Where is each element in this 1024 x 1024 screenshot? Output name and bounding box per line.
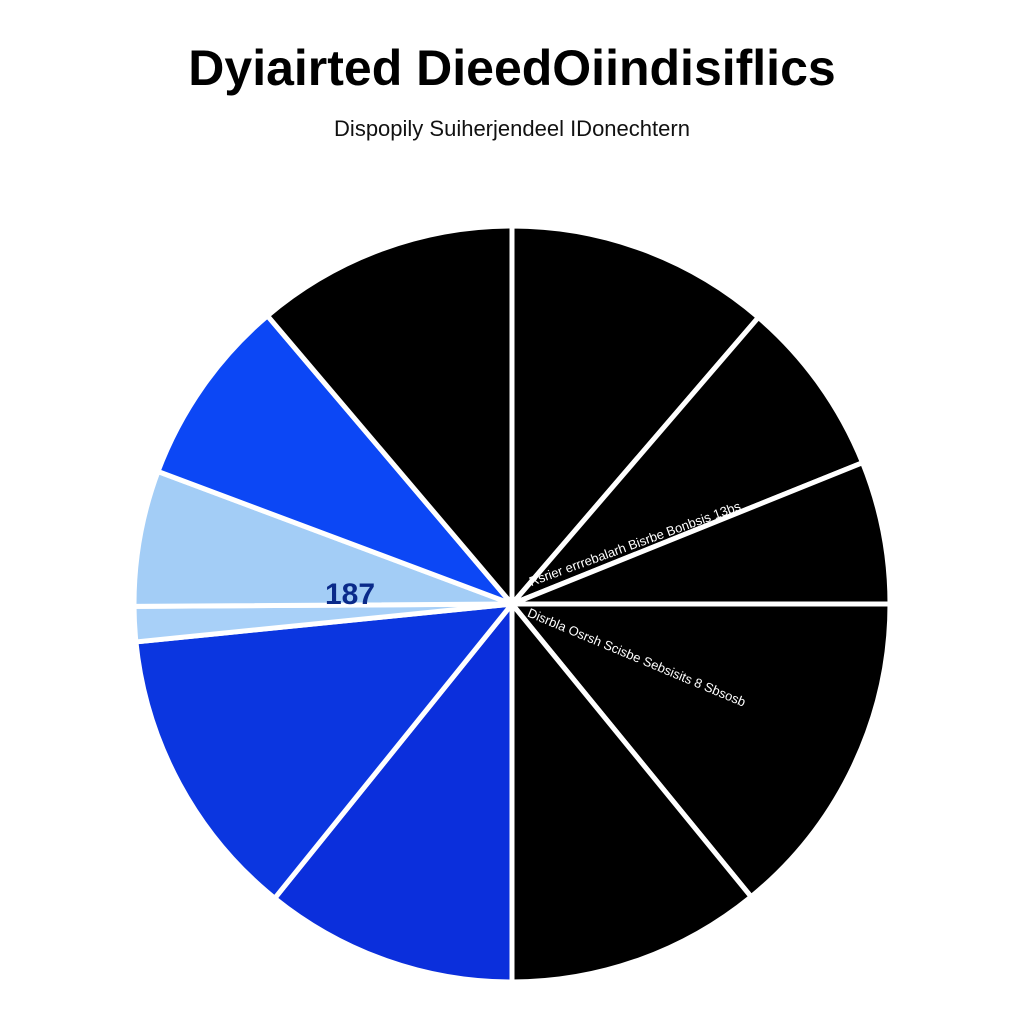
pie-slice: [509, 223, 761, 607]
pie-slice: [509, 601, 893, 900]
pie-slice: [155, 313, 515, 607]
pie: [131, 223, 893, 985]
pie-slice: [133, 601, 515, 901]
chart-subtitle: Dispopily Suiherjendeel IDonechtern: [334, 116, 690, 141]
chart-title: Dyiairted DieedOiindisiflics: [188, 40, 835, 96]
pie-slice: [272, 601, 515, 985]
pie-slice: [509, 460, 893, 607]
annotation: 187: [325, 578, 375, 611]
pie-slice: [131, 468, 515, 609]
pie-slice: [264, 223, 515, 607]
pie-slice: [509, 601, 754, 985]
pie-slice: [509, 314, 866, 607]
